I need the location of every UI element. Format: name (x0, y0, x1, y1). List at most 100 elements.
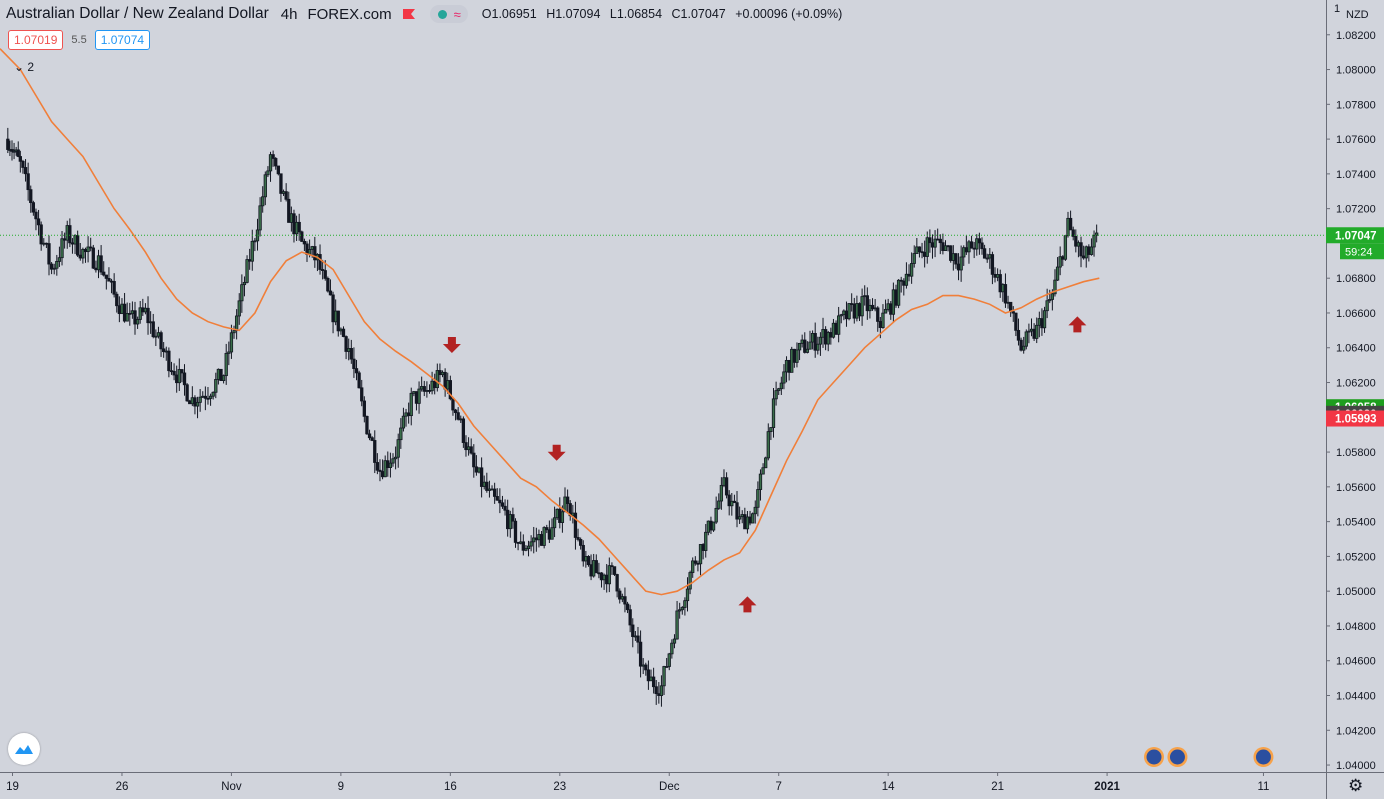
status-pills[interactable]: ≈ (429, 5, 468, 23)
candle-body (730, 500, 734, 507)
indicator-legend[interactable]: ⌄ 2 (14, 60, 34, 74)
candle-body (1027, 330, 1031, 333)
candle-body (837, 315, 841, 335)
candle-body (646, 669, 651, 682)
candle-body (34, 211, 38, 220)
candle-body (1089, 246, 1094, 255)
candle-body (941, 242, 945, 251)
candle-body (1024, 331, 1028, 347)
candle-body (354, 368, 359, 374)
ask-button[interactable]: 1.07074 (94, 30, 151, 50)
candle-body (65, 225, 69, 241)
candle-body (10, 149, 14, 152)
candle-body (185, 384, 189, 402)
candle-body (1011, 311, 1015, 314)
candle-body (52, 267, 56, 270)
candle-body (138, 307, 142, 320)
x-tick-label: 9 (338, 781, 344, 793)
candle-body (936, 238, 940, 241)
y-tick-label: 1.07400 (1336, 169, 1376, 181)
candle-body (938, 238, 942, 244)
candle-body (1029, 328, 1034, 332)
candle-body (39, 224, 43, 245)
candle-body (461, 418, 466, 443)
candle-body (498, 499, 502, 504)
candle-body (86, 246, 90, 253)
candle-body (1053, 279, 1057, 295)
candle-body (844, 310, 849, 320)
candle-body (717, 500, 721, 509)
flag-icon[interactable] (402, 8, 416, 20)
candle-body (438, 370, 442, 376)
candle-body (336, 310, 340, 332)
candle-body (190, 397, 194, 405)
candle-body (328, 290, 333, 296)
candle-body (94, 267, 98, 271)
bid-button[interactable]: 1.07019 (8, 30, 64, 50)
candle-body (667, 653, 671, 667)
candle-body (967, 241, 971, 253)
symbol-title[interactable]: Australian Dollar / New Zealand Dollar (6, 5, 269, 22)
candle-body (751, 513, 755, 524)
candle-body (909, 263, 914, 277)
y-tick-label: 1.06400 (1336, 343, 1376, 355)
candle-body (373, 440, 377, 463)
x-tick-label: 7 (776, 781, 782, 793)
candle-body (227, 351, 231, 354)
countdown-label: 59:24 (1345, 246, 1373, 258)
candle-body (349, 348, 353, 360)
candle-body (141, 307, 145, 313)
candle-body (855, 303, 859, 319)
candle-body (896, 279, 901, 306)
candle-body (182, 372, 187, 386)
candle-body (130, 310, 135, 315)
candle-body (60, 238, 64, 259)
candle-body (664, 666, 669, 668)
candle-body (839, 314, 843, 317)
candle-body (23, 167, 28, 175)
candle-body (281, 191, 286, 194)
gear-icon[interactable]: ⚙ (1348, 776, 1364, 795)
candle-body (618, 590, 622, 600)
candle-body (276, 165, 280, 175)
tradingview-logo[interactable] (8, 733, 40, 765)
candle-body (946, 245, 950, 248)
candle-body (435, 370, 439, 389)
candle-body (933, 238, 937, 248)
candle-body (805, 348, 810, 353)
candle-body (1048, 299, 1052, 302)
wave-icon: ≈ (453, 6, 461, 22)
candle-body (466, 446, 471, 451)
candle-body (813, 333, 817, 351)
candle-body (1045, 300, 1049, 312)
y-tick-label: 1.05200 (1336, 551, 1376, 563)
candle-body (605, 574, 609, 585)
candle-body (693, 560, 697, 564)
candle-body (279, 173, 283, 194)
candle-body (1006, 301, 1010, 304)
candle-body (208, 395, 213, 399)
chevron-down-icon[interactable]: ⌄ (14, 60, 25, 74)
candle-body (680, 607, 684, 611)
x-tick-label: 11 (1257, 781, 1269, 793)
candle-body (565, 496, 570, 504)
candle-body (792, 348, 796, 363)
interval-label[interactable]: 4h (280, 5, 298, 23)
candle-body (300, 231, 304, 242)
x-tick-label: 21 (991, 781, 1004, 793)
candle-body (1014, 312, 1018, 331)
candle-body (521, 541, 525, 551)
candle-body (352, 358, 356, 369)
close-value: C1.07047 (671, 7, 726, 21)
candle-body (91, 247, 95, 269)
y-tick-label: 1.05000 (1336, 586, 1376, 598)
candle-body (508, 514, 512, 530)
candle-body (850, 303, 854, 305)
candle-body (433, 380, 437, 389)
candle-body (735, 502, 739, 520)
candle-body (401, 415, 406, 429)
candle-body (644, 664, 648, 671)
candle-body (96, 255, 101, 271)
candle-body (302, 240, 307, 245)
